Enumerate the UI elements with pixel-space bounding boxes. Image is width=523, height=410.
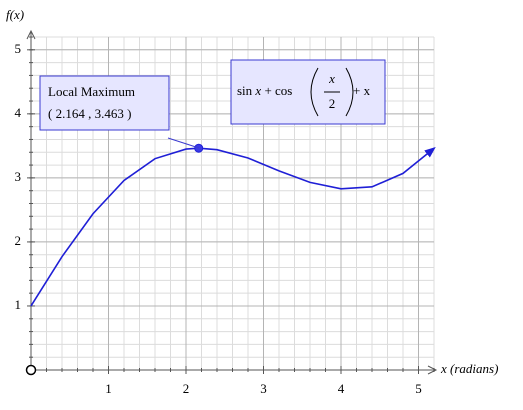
x-axis-arrow <box>427 365 438 375</box>
formula-tail: + x <box>353 83 371 98</box>
y-tick-label: 4 <box>15 105 22 120</box>
line <box>30 147 436 307</box>
y-axis-arrow <box>26 29 36 40</box>
y-tick-label: 5 <box>15 41 22 56</box>
formula-var: x <box>254 83 261 98</box>
leader-line <box>167 137 200 149</box>
formula-op: + cos <box>264 83 292 98</box>
paren-right <box>345 67 354 117</box>
paren-left <box>310 67 319 117</box>
y-tick-label: 2 <box>15 233 22 248</box>
x-axis-label: x (radians) <box>440 361 498 376</box>
formula-text: sin x + cos <box>237 83 292 98</box>
formula-lead: sin <box>237 83 253 98</box>
annotation: Local Maximum ( 2.164 , 3.463 ) <box>39 75 200 149</box>
x-tick-label: 4 <box>338 381 345 396</box>
x-tick-label: 1 <box>105 381 112 396</box>
formula: sin x + cos x 2 + x <box>230 59 386 125</box>
x-tick-label: 5 <box>415 381 422 396</box>
y-tick-label: 3 <box>15 169 22 184</box>
x-tick-label: 3 <box>260 381 267 396</box>
y-axis-label: f(x) <box>6 7 24 22</box>
formula-box <box>230 59 386 125</box>
y-tick-label: 1 <box>15 297 22 312</box>
annotation-label: ( 2.164 , 3.463 ) <box>48 106 131 121</box>
origin-marker <box>25 364 37 376</box>
annotation-title: Local Maximum <box>48 84 135 99</box>
x-tick-label: 2 <box>183 381 190 396</box>
plot <box>30 143 436 307</box>
axes: 1 2 3 4 5 1 2 3 4 5 <box>15 29 438 396</box>
formula-denominator: 2 <box>329 96 336 111</box>
annotation-box <box>39 75 170 131</box>
formula-numerator: x <box>328 71 335 86</box>
